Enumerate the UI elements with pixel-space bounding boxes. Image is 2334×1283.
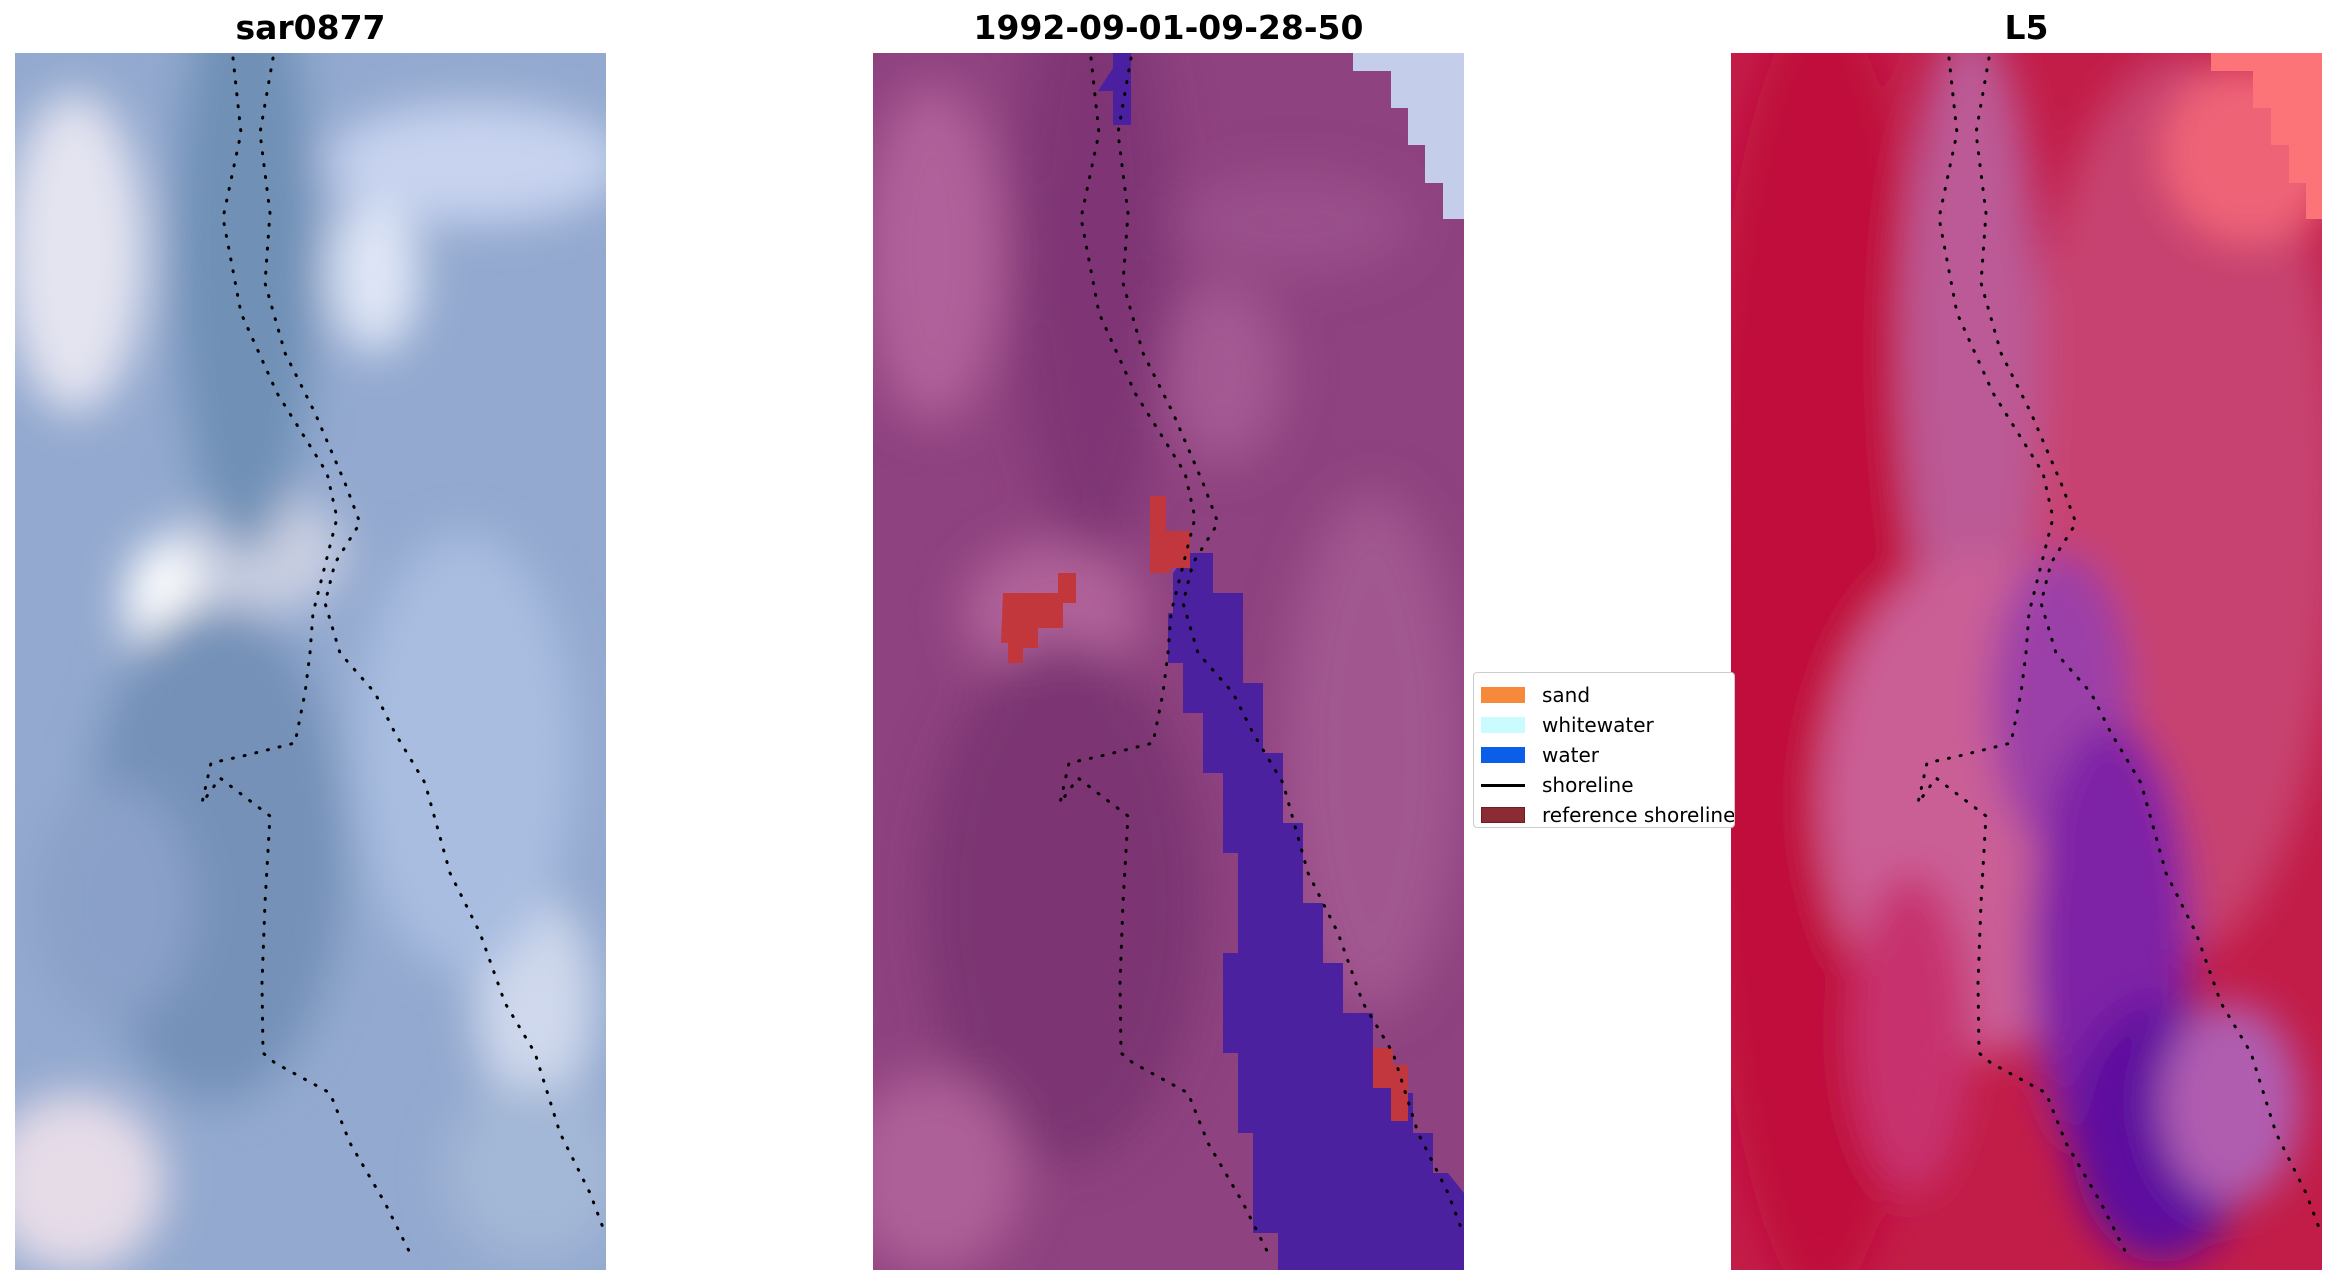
- legend-label-whitewater: whitewater: [1542, 713, 1654, 737]
- classification-image: [873, 53, 1464, 1270]
- legend-label-sand: sand: [1542, 683, 1591, 707]
- panel-title-classification: 1992-09-01-09-28-50: [973, 8, 1364, 47]
- classification-panel: [873, 53, 1464, 1270]
- legend-item-whitewater: whitewater: [1481, 713, 1654, 737]
- legend-item-shoreline: shoreline: [1481, 773, 1634, 797]
- legend: sand whitewater water shoreline referenc…: [1473, 672, 1735, 828]
- mndwi-panel: [1731, 53, 2322, 1270]
- legend-label-water: water: [1542, 743, 1599, 767]
- legend-item-reference-shoreline: reference shoreline: [1481, 803, 1735, 827]
- legend-swatch-water: [1481, 747, 1525, 763]
- legend-item-sand: sand: [1481, 683, 1590, 707]
- legend-swatch-sand: [1481, 687, 1525, 703]
- panel-title-mndwi: L5: [2004, 8, 2049, 47]
- panel-title-rgb: sar0877: [235, 8, 386, 47]
- legend-swatch-whitewater: [1481, 717, 1525, 733]
- rgb-image: [15, 53, 606, 1270]
- legend-line-shoreline: [1481, 783, 1525, 787]
- legend-label-shoreline: shoreline: [1542, 773, 1634, 797]
- legend-label-reference-shoreline: reference shoreline: [1542, 803, 1735, 827]
- legend-swatch-reference-shoreline: [1481, 807, 1525, 823]
- rgb-image-panel: [15, 53, 606, 1270]
- legend-item-water: water: [1481, 743, 1599, 767]
- mndwi-image: [1731, 53, 2322, 1270]
